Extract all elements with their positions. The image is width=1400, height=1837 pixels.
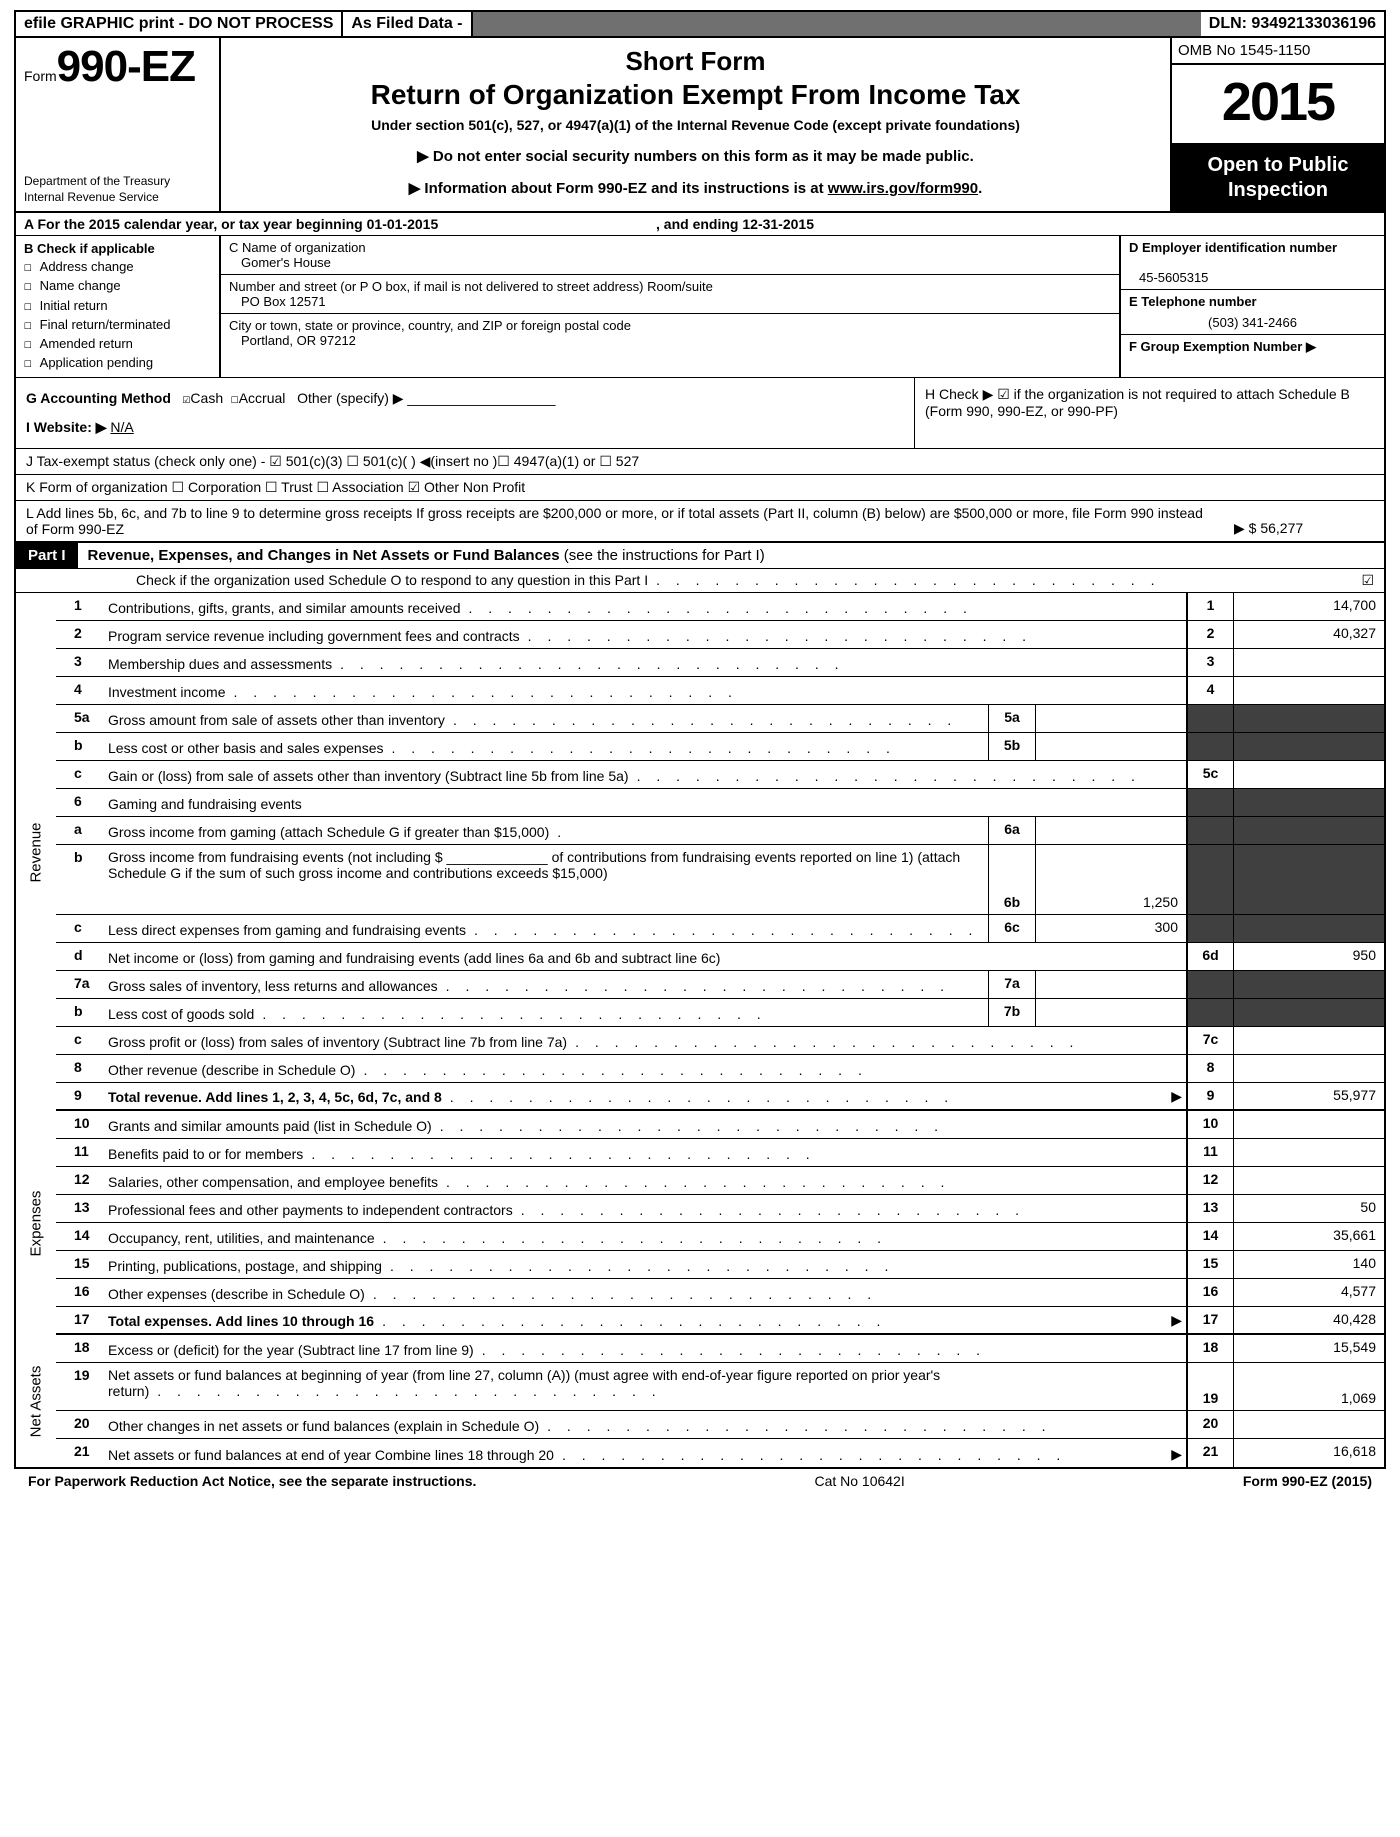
line-13: 13Professional fees and other payments t…: [56, 1195, 1384, 1223]
banner-fill: [473, 12, 1201, 36]
phone: (503) 341-2466: [1129, 309, 1376, 330]
page-footer: For Paperwork Reduction Act Notice, see …: [14, 1469, 1386, 1493]
section-b: B Check if applicable ☐ Address change ☐…: [16, 236, 221, 377]
line-14: 14Occupancy, rent, utilities, and mainte…: [56, 1223, 1384, 1251]
arrow-icon: ▶: [1171, 1312, 1182, 1329]
street-label: Number and street (or P O box, if mail i…: [229, 279, 1111, 294]
line-6a: aGross income from gaming (attach Schedu…: [56, 817, 1384, 845]
group-label: F Group Exemption Number ▶: [1129, 339, 1316, 354]
footer-left: For Paperwork Reduction Act Notice, see …: [28, 1473, 476, 1489]
line-6: 6Gaming and fundraising events: [56, 789, 1384, 817]
arrow-icon: ▶: [1171, 1446, 1182, 1463]
section-d-e-f: D Employer identification number 45-5605…: [1119, 236, 1384, 377]
revenue-side-label: Revenue: [16, 593, 56, 1111]
org-name-label: C Name of organization: [229, 240, 1111, 255]
note-ssn: ▶ Do not enter social security numbers o…: [231, 147, 1160, 165]
line-7b: bLess cost of goods sold. . . . . . . . …: [56, 999, 1384, 1027]
ein: 45-5605315: [1129, 270, 1208, 285]
banner-dln: DLN: 93492133036196: [1201, 12, 1384, 36]
expenses-section: Expenses 10Grants and similar amounts pa…: [14, 1111, 1386, 1335]
line-5b: bLess cost or other basis and sales expe…: [56, 733, 1384, 761]
row-a-tax-year: A For the 2015 calendar year, or tax yea…: [14, 213, 1386, 236]
line-20: 20Other changes in net assets or fund ba…: [56, 1411, 1384, 1439]
line-6d: dNet income or (loss) from gaming and fu…: [56, 943, 1384, 971]
net-assets-section: Net Assets 18Excess or (deficit) for the…: [14, 1335, 1386, 1469]
row-g-h: G Accounting Method ☑Cash ☐Accrual Other…: [14, 378, 1386, 449]
efile-banner: efile GRAPHIC print - DO NOT PROCESS As …: [14, 10, 1386, 38]
section-h: H Check ▶ ☑ if the organization is not r…: [914, 378, 1384, 448]
line-1: 1Contributions, gifts, grants, and simil…: [56, 593, 1384, 621]
line-4: 4Investment income. . . . . . . . . . . …: [56, 677, 1384, 705]
revenue-section: Revenue 1Contributions, gifts, grants, a…: [14, 593, 1386, 1111]
info-block: B Check if applicable ☐ Address change ☐…: [14, 236, 1386, 378]
line-6b: bGross income from fundraising events (n…: [56, 845, 1384, 915]
department: Department of the Treasury Internal Reve…: [24, 173, 211, 205]
line-12: 12Salaries, other compensation, and empl…: [56, 1167, 1384, 1195]
part-i-header: Part I Revenue, Expenses, and Changes in…: [14, 543, 1386, 569]
line-17: 17Total expenses. Add lines 10 through 1…: [56, 1307, 1384, 1335]
phone-label: E Telephone number: [1129, 294, 1257, 309]
arrow-icon: ▶: [1171, 1088, 1182, 1105]
ein-label: D Employer identification number: [1129, 240, 1337, 255]
footer-form: Form 990-EZ (2015): [1243, 1473, 1372, 1489]
line-15: 15Printing, publications, postage, and s…: [56, 1251, 1384, 1279]
line-19: 19Net assets or fund balances at beginni…: [56, 1363, 1384, 1411]
line-18: 18Excess or (deficit) for the year (Subt…: [56, 1335, 1384, 1363]
footer-cat: Cat No 10642I: [814, 1473, 904, 1489]
org-name: Gomer's House: [229, 255, 1111, 270]
row-k: K Form of organization ☐ Corporation ☐ T…: [14, 475, 1386, 501]
title-short-form: Short Form: [231, 46, 1160, 77]
line-9: 9Total revenue. Add lines 1, 2, 3, 4, 5c…: [56, 1083, 1384, 1111]
note-info: ▶ Information about Form 990-EZ and its …: [231, 179, 1160, 197]
city-label: City or town, state or province, country…: [229, 318, 1111, 333]
row-j: J Tax-exempt status (check only one) - ☑…: [14, 449, 1386, 475]
gross-receipts: ▶ $ 56,277: [1214, 520, 1374, 537]
city: Portland, OR 97212: [229, 333, 1111, 348]
part-i-sub: Check if the organization used Schedule …: [14, 569, 1386, 593]
title-return: Return of Organization Exempt From Incom…: [231, 79, 1160, 111]
expenses-side-label: Expenses: [16, 1111, 56, 1335]
line-11: 11Benefits paid to or for members. . . .…: [56, 1139, 1384, 1167]
banner-left: efile GRAPHIC print - DO NOT PROCESS: [16, 12, 343, 36]
form-number: Form990-EZ: [24, 42, 211, 92]
line-16: 16Other expenses (describe in Schedule O…: [56, 1279, 1384, 1307]
tax-year: 2015: [1172, 65, 1384, 145]
section-c: C Name of organization Gomer's House Num…: [221, 236, 1119, 377]
line-3: 3Membership dues and assessments. . . . …: [56, 649, 1384, 677]
line-7c: cGross profit or (loss) from sales of in…: [56, 1027, 1384, 1055]
line-6c: cLess direct expenses from gaming and fu…: [56, 915, 1384, 943]
line-21: 21Net assets or fund balances at end of …: [56, 1439, 1384, 1467]
street: PO Box 12571: [229, 294, 1111, 309]
website-label: I Website: ▶: [26, 419, 107, 435]
netassets-side-label: Net Assets: [16, 1335, 56, 1467]
omb-number: OMB No 1545-1150: [1172, 38, 1384, 65]
subtitle: Under section 501(c), 527, or 4947(a)(1)…: [231, 117, 1160, 133]
line-5c: cGain or (loss) from sale of assets othe…: [56, 761, 1384, 789]
line-8: 8Other revenue (describe in Schedule O).…: [56, 1055, 1384, 1083]
website-value: N/A: [110, 419, 133, 435]
accounting-method-label: G Accounting Method: [26, 390, 171, 406]
line-7a: 7aGross sales of inventory, less returns…: [56, 971, 1384, 999]
row-l: L Add lines 5b, 6c, and 7b to line 9 to …: [14, 501, 1386, 543]
banner-mid: As Filed Data -: [343, 12, 472, 36]
form-header: Form990-EZ Department of the Treasury In…: [14, 38, 1386, 213]
line-5a: 5aGross amount from sale of assets other…: [56, 705, 1384, 733]
line-2: 2Program service revenue including gover…: [56, 621, 1384, 649]
irs-link[interactable]: www.irs.gov/form990: [828, 180, 978, 197]
open-to-public: Open to Public Inspection: [1172, 145, 1384, 211]
line-10: 10Grants and similar amounts paid (list …: [56, 1111, 1384, 1139]
